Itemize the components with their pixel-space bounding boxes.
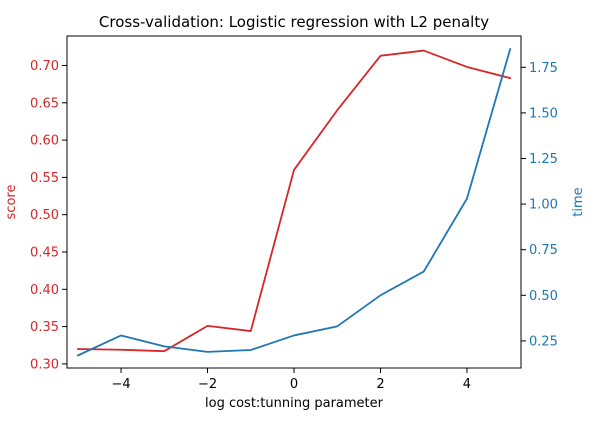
left-y-tick-label: 0.65 [30, 96, 59, 111]
left-y-tick-label: 0.40 [30, 283, 59, 298]
left-y-tick-label: 0.70 [30, 59, 59, 74]
left-y-axis: 0.30 0.35 0.40 0.45 0.50 0.55 0.60 0.65 0.70 [30, 59, 67, 372]
plot-area [66, 35, 522, 369]
x-tick-label: 4 [463, 377, 471, 392]
x-axis-label: log cost:tunning parameter [205, 396, 384, 411]
series-lines [76, 48, 512, 357]
right-y-tick-label: 1.75 [529, 61, 558, 76]
right-y-tick-label: 0.25 [529, 334, 558, 349]
right-y-tick-label: 1.25 [529, 152, 558, 167]
time-series-line [76, 48, 512, 357]
x-tick-label: 2 [376, 377, 384, 392]
left-y-tick-label: 0.35 [30, 320, 59, 335]
left-y-axis-label: score [4, 185, 19, 220]
x-tick-label: −4 [111, 377, 130, 392]
left-y-tick-label: 0.50 [30, 208, 59, 223]
right-y-tick-label: 1.00 [529, 198, 558, 213]
x-tick-label: 0 [290, 377, 298, 392]
left-y-tick-label: 0.30 [30, 357, 59, 372]
plot-frame [66, 35, 522, 369]
left-y-tick-label: 0.55 [30, 171, 59, 186]
score-series-line [76, 49, 512, 353]
x-axis: −4 −2 0 2 4 [111, 368, 471, 392]
right-y-tick-label: 1.50 [529, 106, 558, 121]
chart-title: Cross-validation: Logistic regression wi… [99, 13, 489, 31]
right-y-axis: 0.25 0.50 0.75 1.00 1.25 1.50 1.75 [521, 61, 558, 349]
left-y-tick-label: 0.45 [30, 245, 59, 260]
left-y-tick-label: 0.60 [30, 134, 59, 149]
right-y-axis-label: time [571, 187, 586, 216]
x-tick-label: −2 [198, 377, 217, 392]
right-y-tick-label: 0.75 [529, 243, 558, 258]
right-y-tick-label: 0.50 [529, 289, 558, 304]
